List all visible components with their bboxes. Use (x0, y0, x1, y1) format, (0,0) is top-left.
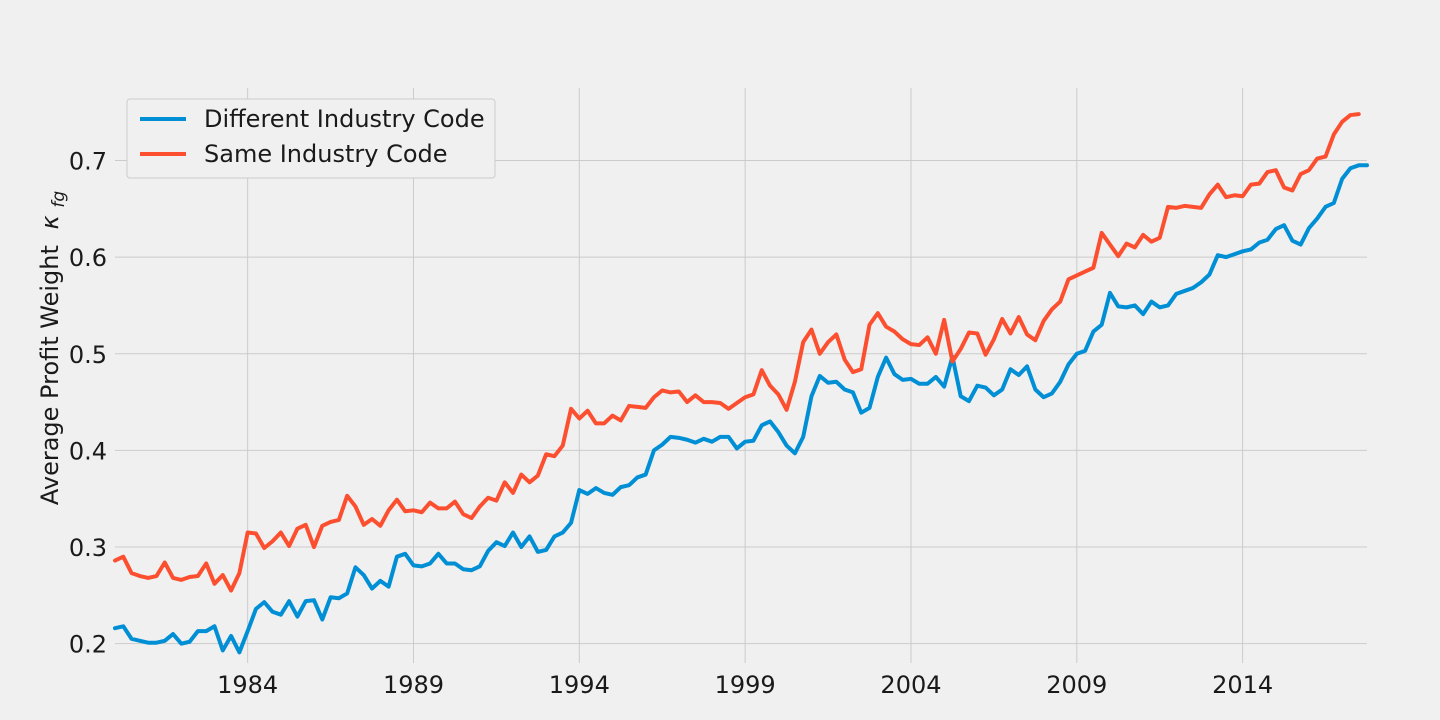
y-tick-label: 0.4 (69, 437, 107, 465)
y-tick-label: 0.5 (69, 341, 107, 369)
x-tick-label: 1989 (383, 671, 444, 699)
x-tick-label: 1994 (549, 671, 610, 699)
x-tick-label: 2014 (1212, 671, 1273, 699)
y-axis-ticks: 0.2 0.3 0.4 0.5 0.6 0.7 (69, 147, 107, 658)
y-tick-label: 0.6 (69, 244, 107, 272)
x-tick-label: 2004 (880, 671, 941, 699)
y-tick-label: 0.3 (69, 534, 107, 562)
x-tick-label: 1999 (715, 671, 776, 699)
y-tick-label: 0.7 (69, 147, 107, 175)
x-axis-ticks: 1984 1989 1994 1999 2004 2009 2014 (217, 671, 1273, 699)
series-line-same-industry-code (113, 112, 1361, 593)
x-tick-label: 2009 (1046, 671, 1107, 699)
y-tick-label: 0.2 (69, 631, 107, 659)
legend-box (126, 98, 496, 179)
y-axis-label: Average Profit Weight κ fg (36, 191, 69, 505)
series-lines (113, 112, 1369, 655)
legend: Different Industry Code Same Industry Co… (126, 98, 496, 179)
series-line-different-industry-code (113, 163, 1369, 655)
y-axis-label-text: Average Profit Weight (36, 245, 64, 505)
x-tick-label: 1984 (217, 671, 278, 699)
y-axis-label-subscript: fg (49, 191, 69, 208)
y-axis-label-symbol: κ (36, 214, 64, 229)
legend-label-different-industry-code: Different Industry Code (204, 105, 485, 133)
grid-lines (115, 88, 1367, 663)
legend-label-same-industry-code: Same Industry Code (204, 140, 448, 168)
